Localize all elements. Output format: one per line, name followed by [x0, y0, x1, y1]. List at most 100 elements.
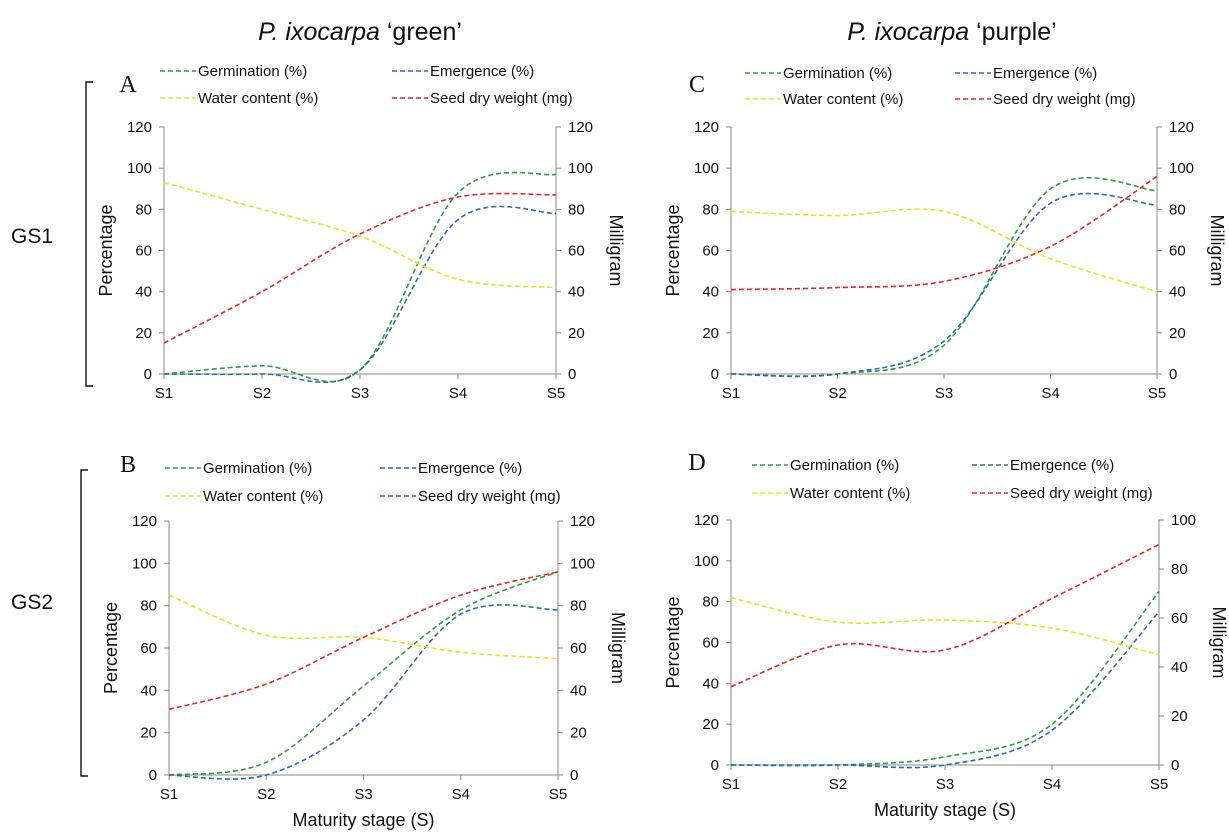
panel-d-x-tick-label: S1: [722, 776, 740, 793]
panel-c-legend-label-seed-dry-weight-mg: Seed dry weight (mg): [993, 91, 1136, 108]
panel-d-y2-tick-label: 60: [1171, 610, 1188, 627]
panel-b-x-tick-label: S1: [160, 786, 178, 803]
panel-b-series-germination: [168, 571, 559, 776]
column-title-green-variety: ‘green’: [380, 18, 462, 46]
panel-d-y2-axis-title: Milligram: [1209, 607, 1229, 679]
panel-a-x-tick-label: S3: [351, 385, 369, 402]
panel-a-x-tick-label: S1: [155, 385, 173, 402]
panel-c-y2-tick-label: 0: [1169, 366, 1177, 383]
panel-d-legend-label-germination: Germination (%): [790, 457, 899, 474]
panel-c-series-emergence: [730, 192, 1158, 378]
panel-d-x-tick-label: S5: [1150, 776, 1168, 793]
panel-a-legend-label-seed-dry-weight-mg: Seed dry weight (mg): [430, 90, 573, 107]
row-label-gs1: GS1: [11, 225, 53, 248]
panel-d-y2-tick-label: 0: [1171, 757, 1179, 774]
panel-c-y-tick-label: 100: [694, 160, 719, 177]
column-title-purple-variety: ‘purple’: [969, 18, 1057, 46]
panel-d-y2-tick-label: 40: [1171, 659, 1188, 676]
panel-c-y2-tick-label: 100: [1169, 160, 1194, 177]
panel-a-y2-tick-label: 20: [568, 325, 585, 342]
panel-a-y2-tick-label: 60: [568, 243, 585, 260]
panel-d-legend-label-seed-dry-weight-mg: Seed dry weight (mg): [1010, 485, 1153, 502]
panel-b-x-tick-label: S2: [257, 786, 275, 803]
panel-b-legend-label-germination: Germination (%): [203, 460, 312, 477]
panel-d-y-tick-label: 20: [702, 716, 719, 733]
column-title-purple-species: P. ixocarpa: [847, 18, 969, 46]
panel-c: C 0 20 40 60 80 100 120 0 20 40 60 80 100 120 S1 S2 S3 S4 S…: [663, 65, 1227, 402]
panel-d-y-tick-label: 0: [711, 757, 719, 774]
panel-d-series-water-content: [730, 596, 1160, 656]
panel-c-y2-tick-label: 60: [1169, 243, 1186, 260]
panel-c-series-germination: [730, 176, 1158, 377]
panel-b-x-tick-label: S3: [354, 786, 372, 803]
panel-c-y-tick-label: 20: [702, 325, 719, 342]
panel-b-y-tick-label: 40: [140, 682, 157, 699]
column-title-green: P. ixocarpa ‘green’: [258, 18, 462, 46]
panel-d-y2-tick-label: 80: [1171, 561, 1188, 578]
panel-d: D 0 20 40 60 80 100 120 0 20 40 60 80 100 S1 S2 S3 S4 S5 Pe…: [663, 450, 1229, 820]
panel-d-y-tick-label: 40: [702, 675, 719, 692]
panel-a-y2-tick-label: 40: [568, 284, 585, 301]
panel-d-y-tick-label: 80: [702, 594, 719, 611]
panel-b-y-tick-label: 120: [132, 513, 157, 530]
panel-a-y-tick-label: 120: [127, 119, 152, 136]
panel-a-y2-tick-label: 0: [568, 366, 576, 383]
panel-a-legend-label-germination: Germination (%): [198, 63, 307, 80]
panel-b-legend-label-water-content: Water content (%): [203, 488, 323, 505]
panel-c-x-tick-label: S4: [1041, 385, 1059, 402]
panel-a-y-tick-label: 0: [144, 366, 152, 383]
panel-b-series-seed-dry-weight-mg: [168, 571, 559, 711]
panel-a-series-emergence: [163, 205, 557, 384]
panel-b-y-axis-title: Percentage: [101, 602, 121, 694]
panel-b-x-axis-title: Maturity stage (S): [292, 810, 434, 830]
panel-d-legend-label-water-content: Water content (%): [790, 485, 910, 502]
panel-c-y-tick-label: 0: [711, 366, 719, 383]
panel-d-x-tick-label: S4: [1043, 776, 1061, 793]
panel-b-y2-tick-label: 120: [570, 513, 595, 530]
panel-a-x-tick-label: S2: [253, 385, 271, 402]
panel-c-legend-label-water-content: Water content (%): [783, 91, 903, 108]
panel-a-x-tick-label: S5: [547, 385, 565, 402]
panel-b-y2-tick-label: 60: [570, 640, 587, 657]
panel-a-x-tick-label: S4: [449, 385, 467, 402]
panel-b-y2-tick-label: 80: [570, 598, 587, 615]
panel-c-series-water-content: [730, 208, 1158, 293]
panel-b-y-tick-label: 0: [149, 767, 157, 784]
panel-c-x-tick-label: S5: [1148, 385, 1166, 402]
panel-c-y2-tick-label: 20: [1169, 325, 1186, 342]
panel-c-y2-axis-title: Milligram: [1207, 215, 1227, 287]
column-title-purple: P. ixocarpa ‘purple’: [847, 18, 1056, 46]
panel-c-y-tick-label: 80: [702, 201, 719, 218]
panel-b-y2-tick-label: 0: [570, 767, 578, 784]
panel-a-y2-tick-label: 100: [568, 160, 593, 177]
panel-d-series-germination: [730, 590, 1160, 767]
panel-b-y2-tick-label: 40: [570, 682, 587, 699]
panel-d-y-tick-label: 60: [702, 635, 719, 652]
panel-b-y2-axis-title: Milligram: [608, 612, 628, 684]
panel-a-y2-axis-title: Milligram: [606, 215, 626, 287]
panel-c-y2-tick-label: 80: [1169, 201, 1186, 218]
panel-b-x-tick-label: S4: [452, 786, 470, 803]
row-bracket-gs2: [80, 469, 88, 777]
panel-c-legend-label-emergence: Emergence (%): [993, 65, 1097, 82]
panel-d-y2-tick-label: 100: [1171, 512, 1196, 529]
panel-d-x-axis-title: Maturity stage (S): [874, 800, 1016, 820]
panel-b: B 0 20 40 60 80 100 120 0 20 40 60 80 100 120 S1 S2 S3 S4 S…: [101, 452, 628, 830]
panel-a-letter: A: [119, 72, 137, 98]
panel-a-y-tick-label: 60: [135, 243, 152, 260]
panel-c-series-seed-dry-weight-mg: [730, 175, 1158, 291]
panel-a-legend-label-emergence: Emergence (%): [430, 63, 534, 80]
panel-d-legend-label-emergence: Emergence (%): [1010, 457, 1114, 474]
panel-a-series-seed-dry-weight-mg: [163, 192, 557, 344]
panel-b-y-tick-label: 60: [140, 640, 157, 657]
panel-c-y-tick-label: 120: [694, 119, 719, 136]
panel-c-x-tick-label: S3: [935, 385, 953, 402]
panel-d-x-tick-label: S2: [829, 776, 847, 793]
panel-b-x-tick-label: S5: [549, 786, 567, 803]
panel-a-y-tick-label: 80: [135, 201, 152, 218]
panel-a-series-water-content: [163, 181, 557, 289]
panel-b-y-tick-label: 80: [140, 598, 157, 615]
panel-c-letter: C: [689, 72, 705, 98]
panel-c-y2-tick-label: 120: [1169, 119, 1194, 136]
